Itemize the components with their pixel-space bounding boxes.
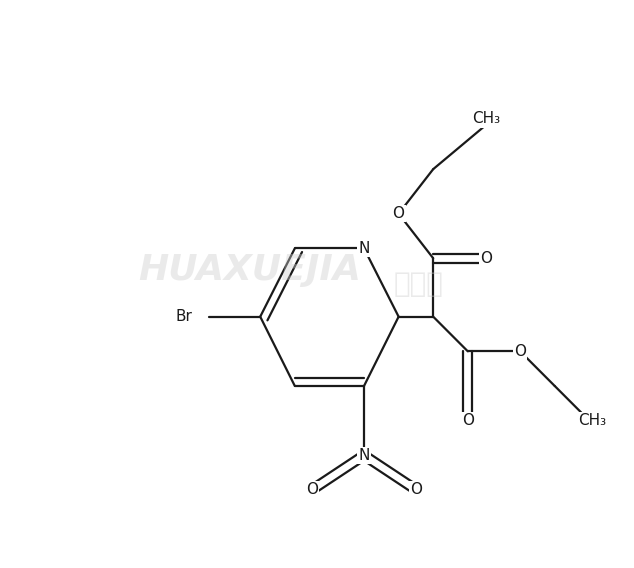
Text: N: N bbox=[358, 241, 370, 256]
Text: O: O bbox=[514, 344, 526, 359]
Text: CH₃: CH₃ bbox=[578, 413, 606, 428]
Text: O: O bbox=[306, 482, 318, 498]
Text: HUAXUEJIA: HUAXUEJIA bbox=[138, 253, 361, 287]
Text: N: N bbox=[358, 448, 370, 463]
Text: 化学加: 化学加 bbox=[393, 270, 443, 298]
Text: O: O bbox=[410, 482, 422, 498]
Text: CH₃: CH₃ bbox=[472, 111, 500, 127]
Text: O: O bbox=[462, 413, 474, 428]
Text: O: O bbox=[392, 206, 404, 221]
Text: Br: Br bbox=[175, 309, 192, 324]
Text: O: O bbox=[481, 250, 493, 266]
